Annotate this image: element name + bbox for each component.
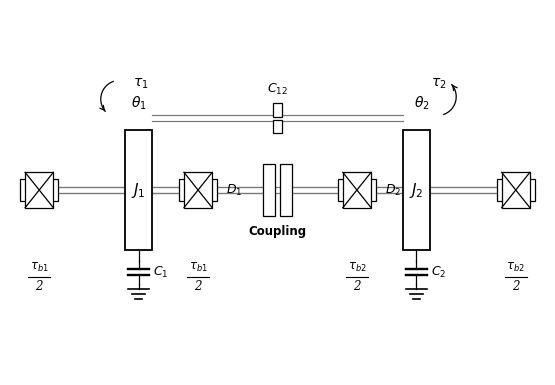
Bar bbox=[273, 103, 282, 117]
Text: 2: 2 bbox=[194, 280, 202, 293]
Text: $\theta_1$: $\theta_1$ bbox=[130, 94, 147, 112]
Text: $C_1$: $C_1$ bbox=[153, 265, 169, 280]
Text: $\tau_1$: $\tau_1$ bbox=[133, 76, 149, 91]
Bar bbox=[25, 172, 53, 208]
Bar bbox=[21, 179, 29, 201]
Text: $J_2$: $J_2$ bbox=[409, 181, 424, 199]
Bar bbox=[280, 164, 292, 216]
Text: $\tau_{b2}$: $\tau_{b2}$ bbox=[347, 261, 366, 274]
Bar bbox=[367, 179, 376, 201]
Bar bbox=[273, 119, 282, 134]
Bar bbox=[184, 172, 212, 208]
Text: $\theta_2$: $\theta_2$ bbox=[413, 94, 430, 112]
Bar bbox=[338, 179, 346, 201]
Bar bbox=[497, 179, 506, 201]
Bar bbox=[125, 131, 152, 249]
Text: $C_{12}$: $C_{12}$ bbox=[267, 82, 288, 97]
Bar bbox=[502, 172, 530, 208]
Text: Coupling: Coupling bbox=[249, 225, 306, 238]
Text: 2: 2 bbox=[353, 280, 361, 293]
Text: $J_1$: $J_1$ bbox=[131, 181, 146, 199]
Bar bbox=[526, 179, 534, 201]
Bar bbox=[343, 172, 371, 208]
Bar bbox=[263, 164, 275, 216]
Text: $\tau_{b1}$: $\tau_{b1}$ bbox=[189, 261, 208, 274]
Text: 2: 2 bbox=[36, 280, 43, 293]
Bar bbox=[209, 179, 217, 201]
Bar bbox=[49, 179, 58, 201]
Text: $\tau_{b1}$: $\tau_{b1}$ bbox=[30, 261, 49, 274]
Text: $D_2$: $D_2$ bbox=[385, 182, 401, 198]
Text: $C_2$: $C_2$ bbox=[431, 265, 447, 280]
Bar bbox=[403, 131, 430, 249]
Text: $\tau_{b2}$: $\tau_{b2}$ bbox=[506, 261, 525, 274]
Text: 2: 2 bbox=[512, 280, 519, 293]
Text: $D_1$: $D_1$ bbox=[226, 182, 242, 198]
Text: $\tau_2$: $\tau_2$ bbox=[431, 76, 447, 91]
Bar bbox=[179, 179, 188, 201]
